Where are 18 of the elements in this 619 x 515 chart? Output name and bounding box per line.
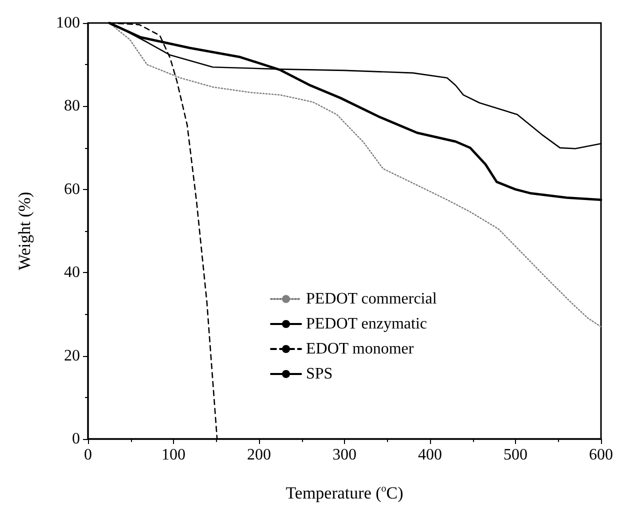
x-tick-label: 600 <box>589 446 613 464</box>
y-tick-label: 80 <box>64 98 80 115</box>
y-tick-label: 40 <box>64 264 80 282</box>
y-tick-label: 60 <box>64 180 80 198</box>
x-tick-label: 400 <box>418 446 442 464</box>
x-tick-label: 200 <box>247 446 271 464</box>
y-tick-label: 0 <box>72 430 80 448</box>
x-tick-label: 100 <box>162 446 186 464</box>
legend-label: PEDOT enzymatic <box>306 316 428 332</box>
y-axis-title: Weight (%) <box>15 192 34 270</box>
x-tick-label: 300 <box>332 446 356 464</box>
legend-label: SPS <box>306 366 333 382</box>
x-tick-label: 500 <box>504 446 528 464</box>
x-tick-label: 0 <box>84 446 92 464</box>
y-tick-label: 100 <box>56 14 80 32</box>
legend-label: PEDOT commercial <box>306 290 438 308</box>
y-tick-label: 20 <box>64 347 80 364</box>
legend-label: EDOT monomer <box>306 340 414 358</box>
